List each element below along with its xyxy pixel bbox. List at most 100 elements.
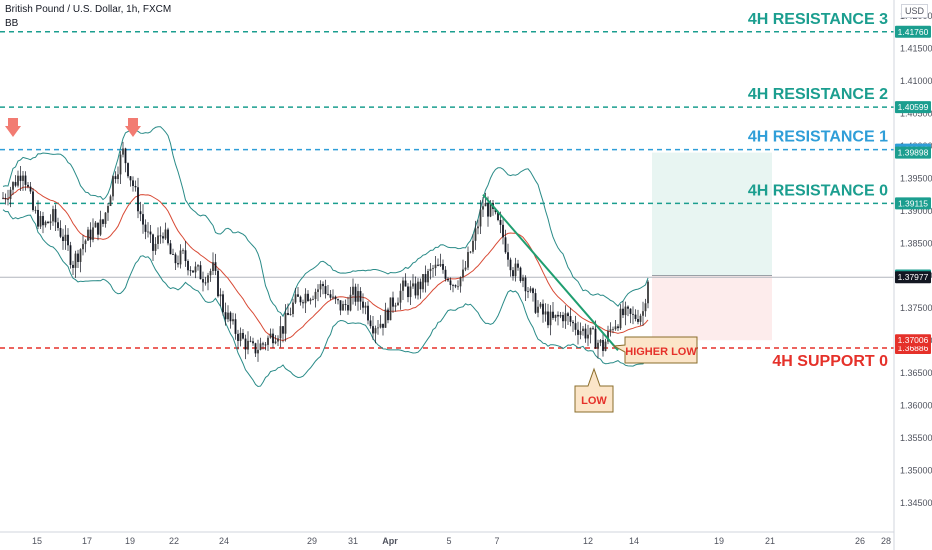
price-badge [895, 101, 931, 114]
candle-body [279, 326, 282, 339]
candle-body [582, 328, 584, 332]
candle-body [602, 340, 604, 351]
price-tick-label: 1.39500 [900, 173, 932, 183]
price-tick-label: 1.40500 [900, 109, 932, 119]
candle-body [274, 341, 277, 344]
candle-body [402, 280, 404, 291]
candle-body [7, 199, 9, 200]
candle-body [472, 240, 474, 252]
candle-body [162, 236, 164, 239]
price-badge [895, 271, 931, 284]
candle-body [257, 349, 259, 354]
candle-body [22, 175, 24, 181]
candle-body [389, 297, 392, 321]
time-tick-label: 31 [348, 536, 358, 546]
candle-body [504, 237, 507, 253]
candle-body [537, 306, 539, 313]
candle-body [584, 328, 587, 339]
candle-body [352, 286, 354, 295]
candle-body [442, 264, 444, 270]
candle-body [554, 314, 557, 318]
candle-body [642, 311, 644, 316]
candle-body [229, 312, 232, 322]
candle-body [452, 285, 454, 286]
position-tool[interactable] [652, 152, 772, 341]
candle-body [589, 327, 592, 335]
candle-body [107, 206, 109, 213]
trendline[interactable] [482, 193, 619, 351]
candle-body [327, 293, 329, 295]
candle-body [262, 343, 264, 345]
candle-body [292, 302, 294, 315]
candle-body [397, 302, 399, 306]
candle-body [467, 252, 469, 268]
candle-body [62, 236, 64, 241]
candle-body [252, 341, 254, 344]
candle-body [204, 282, 207, 284]
candle-body [242, 332, 244, 339]
time-tick-label: 12 [583, 536, 593, 546]
candle-body [449, 280, 452, 286]
symbol-title: British Pound / U.S. Dollar, 1h, FXCM [5, 4, 172, 15]
price-tick-label: 1.41500 [900, 44, 932, 54]
price-tick-label: 1.35000 [900, 465, 932, 475]
currency-label[interactable]: USD [900, 4, 928, 18]
candle-body [612, 329, 614, 331]
candle-body [557, 314, 559, 317]
candle-body [277, 338, 279, 342]
candle-body [464, 267, 467, 270]
candle-body [409, 286, 412, 298]
candle-body [117, 174, 119, 180]
candle-body [322, 283, 324, 287]
candle-body [474, 228, 477, 241]
candle-body [222, 294, 224, 313]
price-tick-label: 1.36000 [900, 400, 932, 410]
candle-body [52, 209, 54, 222]
candle-body [552, 311, 554, 318]
candle-body [349, 294, 352, 311]
candle-body [149, 231, 152, 235]
annotation-callouts[interactable]: LOW HIGHER LOW [574, 336, 698, 413]
candle-body [607, 330, 609, 342]
price-badge-text: 1.41760 [898, 27, 929, 37]
candle-body [407, 286, 409, 298]
level-labels: 4H RESISTANCE 3 4H RESISTANCE 2 4H RESISTA… [748, 11, 888, 370]
bollinger-bands [2, 126, 649, 388]
level-label: 4H RESISTANCE 2 [748, 86, 888, 103]
candle-body [619, 308, 622, 329]
candle-body [564, 313, 567, 322]
time-tick-label: 26 [855, 536, 865, 546]
candle-body [139, 211, 142, 215]
candle-body [542, 303, 544, 315]
candle-body [2, 197, 4, 199]
candle-body [89, 229, 92, 240]
candle-body [67, 234, 69, 246]
candle-body [99, 219, 102, 235]
candle-body [404, 280, 407, 287]
bb-basis [2, 186, 649, 342]
indicator-label[interactable]: BB [5, 18, 19, 29]
level-label: 4H RESISTANCE 3 [748, 11, 888, 28]
candle-body [127, 163, 129, 177]
price-tick-label: 1.39000 [900, 206, 932, 216]
candle-body [224, 312, 227, 320]
candle-body [232, 319, 234, 322]
candle-body [77, 253, 79, 262]
candle-body [317, 289, 319, 292]
candle-body [569, 316, 572, 322]
low-callout-text: LOW [581, 395, 607, 407]
candle-body [379, 323, 382, 328]
candle-body [529, 288, 532, 292]
candle-body [249, 340, 252, 342]
candle-body [517, 263, 519, 268]
candle-body [147, 231, 149, 233]
candle-body [362, 301, 364, 308]
time-axis[interactable]: 15 17 19 22 24 29 31 Apr 5 7 12 14 19 21 26 28 [0, 531, 894, 546]
level-label: 4H RESISTANCE 0 [748, 182, 888, 199]
candle-body [462, 269, 464, 278]
candle-body [214, 262, 217, 271]
candle-body [497, 212, 499, 221]
candle-body [399, 290, 402, 303]
candle-body [29, 186, 32, 192]
